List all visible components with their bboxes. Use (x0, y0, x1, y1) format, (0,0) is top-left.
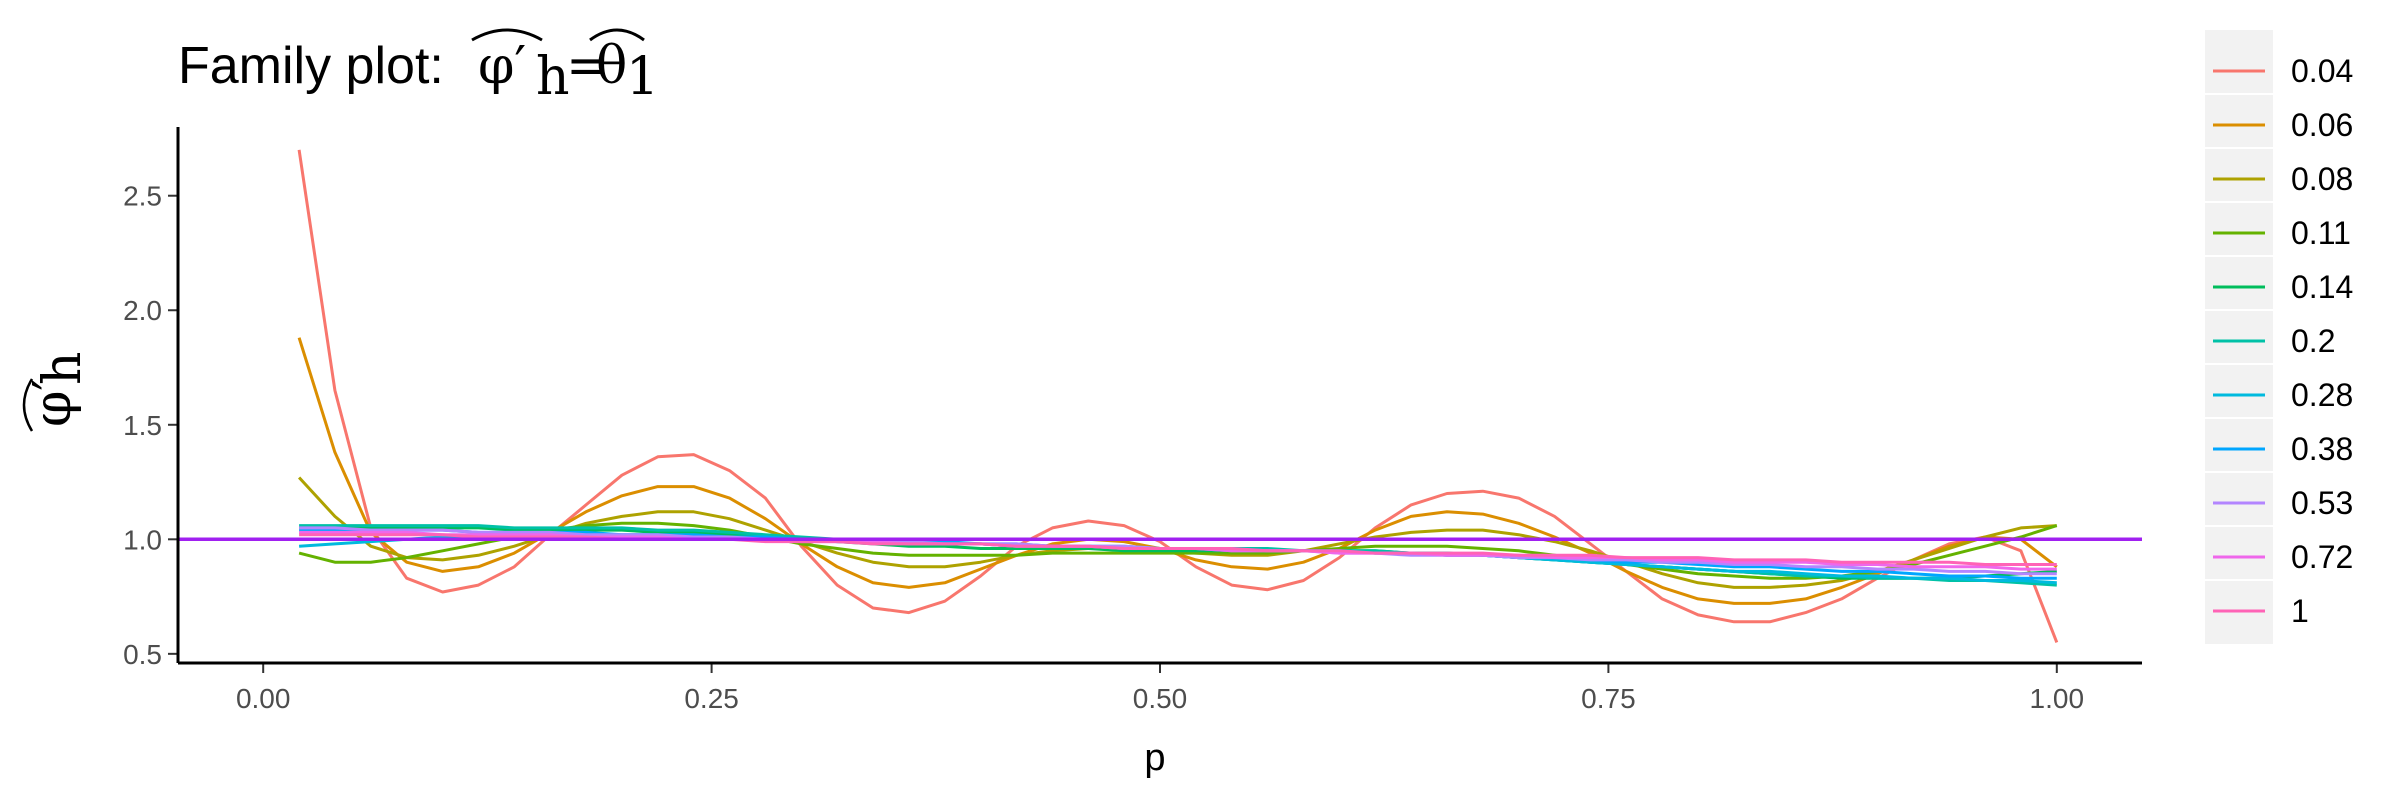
x-tick-label: 1.00 (2030, 683, 2085, 714)
title-equals: = (566, 36, 610, 96)
legend-label-0.28: 0.28 (2291, 377, 2353, 413)
legend-label-1: 1 (2291, 593, 2309, 629)
x-tick-label: 0.25 (684, 683, 739, 714)
y-tick-label: 0.5 (123, 639, 162, 670)
y-tick-label: 1.0 (123, 524, 162, 555)
y-axis-title-hat (22, 378, 34, 432)
y-tick-label: 2.5 (123, 181, 162, 212)
y-tick-label: 1.5 (123, 410, 162, 441)
legend-label-0.38: 0.38 (2291, 431, 2353, 467)
title-rhs-subscript: 1 (626, 47, 659, 107)
title-prefix: Family plot: (178, 37, 444, 95)
legend-label-0.08: 0.08 (2291, 161, 2353, 197)
title-rhs-symbol: θ (596, 36, 627, 96)
legend-label-0.14: 0.14 (2291, 269, 2353, 305)
legend-label-0.2: 0.2 (2291, 323, 2335, 359)
chart-title: Family plot: φ′ h = θ 1 (178, 28, 659, 107)
axes-lines (176, 127, 2142, 665)
y-axis-title-symbol: φ′ (23, 379, 83, 427)
legend-label-0.11: 0.11 (2291, 215, 2351, 251)
x-axis: 0.00 0.25 0.50 0.75 1.00 (236, 663, 2084, 714)
legend-key-background (2205, 30, 2273, 644)
title-rhs-hat (589, 28, 645, 42)
legend-label-0.72: 0.72 (2291, 539, 2353, 575)
legend: 0.04 0.06 0.08 0.11 0.14 0.2 0.28 0.38 0.53 0.72 1 (2205, 30, 2353, 644)
x-axis-title: p (1144, 737, 1165, 779)
title-lhs-subscript: h (536, 47, 570, 107)
title-lhs-hat (471, 28, 543, 42)
x-tick-label: 0.75 (1581, 683, 1636, 714)
y-axis-title-subscript: h (33, 352, 93, 386)
x-tick-label: 0.50 (1133, 683, 1188, 714)
y-tick-label: 2.0 (123, 295, 162, 326)
legend-label-0.53: 0.53 (2291, 485, 2353, 521)
series-line-1 (299, 533, 2057, 566)
series-lines (297, 149, 2059, 643)
series-line-0.11 (298, 521, 2058, 580)
y-axis: 0.5 1.0 1.5 2.0 2.5 (123, 181, 178, 670)
legend-label-0.04: 0.04 (2291, 53, 2353, 89)
title-lhs-symbol: φ′ (478, 36, 526, 96)
y-axis-title: φ′ h (22, 352, 93, 432)
legend-label-0.06: 0.06 (2291, 107, 2353, 143)
x-tick-label: 0.00 (236, 683, 291, 714)
